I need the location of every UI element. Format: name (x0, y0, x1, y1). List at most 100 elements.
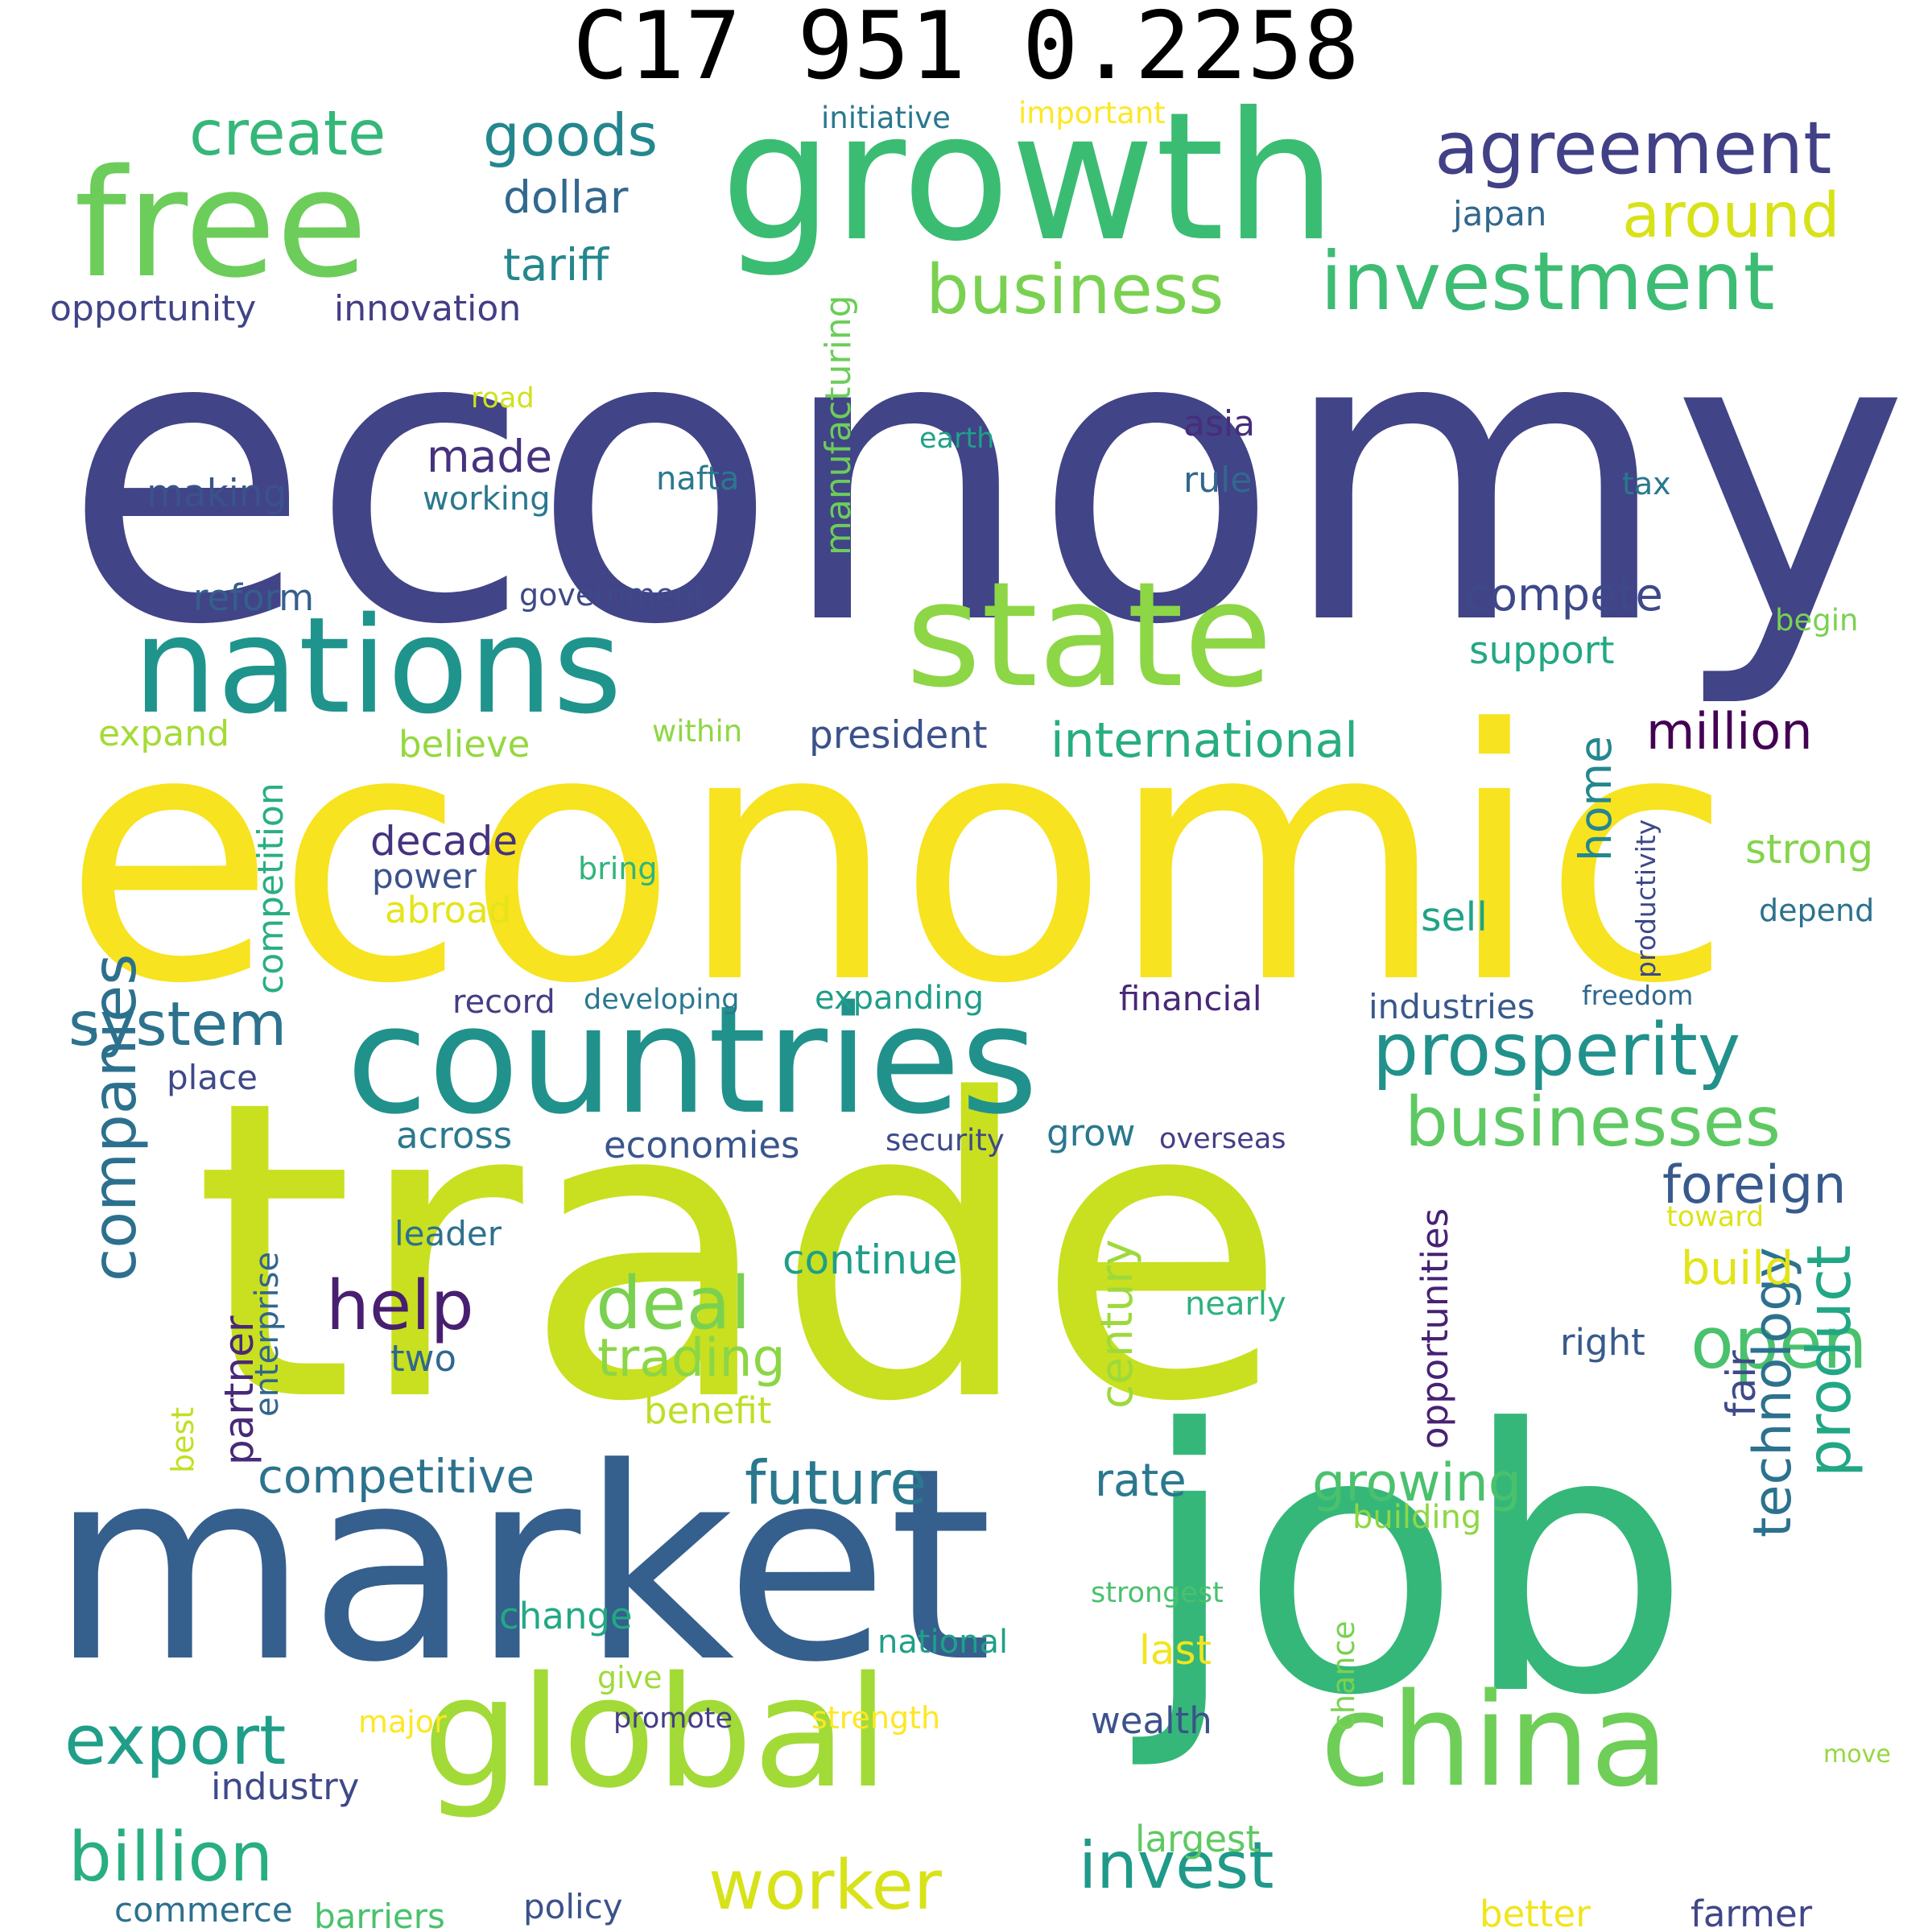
cloud-word: export (64, 1701, 287, 1781)
cloud-word: invest (1079, 1828, 1274, 1903)
cloud-word: believe (398, 723, 530, 766)
cloud-word: create (189, 98, 386, 170)
cloud-word: tax (1622, 466, 1671, 502)
cloud-word: industries (1368, 987, 1535, 1026)
cloud-word: freedom (1582, 980, 1694, 1011)
cloud-word: making (147, 472, 287, 516)
cloud-word: financial (1119, 979, 1262, 1018)
cloud-word: farmer (1690, 1893, 1813, 1932)
cloud-word: power (372, 857, 477, 896)
cloud-word: commerce (114, 1890, 293, 1930)
cloud-word: rule (1183, 460, 1253, 501)
cloud-word: two (390, 1337, 456, 1380)
cloud-word: compete (1465, 569, 1664, 621)
cloud-word: leader (394, 1214, 502, 1253)
cloud-word: economy (63, 244, 1910, 712)
cloud-word: future (745, 1447, 927, 1518)
cloud-word: place (167, 1058, 258, 1097)
cloud-word: benefit (644, 1389, 772, 1432)
cloud-word: job (1139, 1353, 1691, 1775)
cloud-word: goods (483, 101, 658, 169)
cloud-word: competitive (258, 1449, 535, 1504)
cloud-word: deal (596, 1261, 751, 1346)
cloud-word: across (396, 1114, 513, 1157)
cloud-word: security (886, 1123, 1005, 1158)
cloud-word: expanding (815, 980, 985, 1017)
cloud-word: million (1646, 702, 1813, 761)
cloud-word: government (519, 577, 706, 613)
cloud-word: fair (1718, 1350, 1765, 1417)
cloud-word: global (423, 1644, 890, 1822)
cloud-word: national (877, 1624, 1009, 1661)
cloud-word: trading (597, 1328, 786, 1389)
cloud-word: policy (523, 1887, 623, 1926)
cloud-word: developing (584, 984, 740, 1016)
cloud-word: depend (1759, 893, 1875, 928)
cloud-word: bring (578, 851, 658, 886)
cloud-word: business (926, 250, 1224, 330)
cloud-title: C17 951 0.2258 (572, 0, 1360, 101)
cloud-word: largest (1135, 1818, 1261, 1860)
cloud-word: foreign (1662, 1155, 1847, 1216)
cloud-word: prosperity (1373, 1008, 1741, 1092)
cloud-word: agreement (1435, 106, 1832, 191)
cloud-word: nations (133, 588, 622, 743)
cloud-word: productivity (1630, 819, 1662, 978)
cloud-word: opportunities (1414, 1208, 1456, 1449)
cloud-word: asia (1183, 403, 1256, 444)
cloud-word: state (906, 551, 1273, 720)
cloud-word: made (427, 431, 553, 482)
cloud-word: open (1690, 1302, 1868, 1385)
cloud-word: rate (1095, 1455, 1187, 1507)
cloud-word: sell (1421, 894, 1488, 940)
cloud-word: dollar (503, 171, 629, 223)
cloud-word: president (809, 713, 988, 758)
cloud-word: partner (216, 1315, 262, 1465)
cloud-word: growing (1312, 1453, 1521, 1513)
cloud-word: help (326, 1266, 474, 1346)
cloud-word: companies (79, 953, 150, 1282)
cloud-word: wealth (1091, 1699, 1212, 1742)
cloud-word: support (1469, 629, 1615, 673)
cloud-word: reform (193, 576, 315, 619)
cloud-word: strength (811, 1700, 941, 1736)
cloud-word: right (1560, 1321, 1645, 1364)
cloud-word: change (499, 1595, 633, 1637)
cloud-word: abroad (385, 889, 512, 931)
cloud-word: initiative (821, 101, 951, 135)
cloud-word: system (68, 989, 287, 1059)
cloud-word: worker (708, 1846, 942, 1926)
cloud-word: chance (1326, 1620, 1361, 1731)
cloud-word: opportunity (50, 288, 257, 329)
cloud-word: century (1091, 1239, 1142, 1409)
cloud-word: nearly (1185, 1286, 1286, 1323)
cloud-word: continue (782, 1236, 958, 1283)
cloud-word: investment (1320, 234, 1775, 328)
cloud-word: strong (1745, 826, 1874, 873)
cloud-word: japan (1453, 194, 1547, 233)
cloud-word: economic (63, 657, 1733, 1059)
cloud-word: product (1794, 1245, 1864, 1477)
cloud-word: around (1622, 180, 1840, 252)
cloud-word: better (1480, 1893, 1591, 1932)
cloud-word: road (471, 382, 535, 415)
cloud-word: international (1051, 712, 1358, 769)
cloud-word: billion (68, 1818, 274, 1897)
cloud-word: trade (193, 1014, 1288, 1492)
cloud-word: economies (604, 1124, 800, 1166)
cloud-word: barriers (314, 1897, 445, 1932)
cloud-word: give (597, 1660, 663, 1695)
cloud-word: working (423, 481, 551, 518)
cloud-word: growth (720, 74, 1337, 280)
cloud-word: grow (1046, 1112, 1136, 1154)
cloud-word: businesses (1405, 1083, 1781, 1162)
cloud-word: promote (613, 1703, 733, 1735)
cloud-word: building (1352, 1499, 1482, 1536)
cloud-word: market (50, 1411, 993, 1720)
cloud-word: strongest (1091, 1577, 1224, 1609)
cloud-word: major (358, 1704, 447, 1740)
cloud-word: last (1139, 1627, 1212, 1674)
cloud-word: countries (346, 973, 1038, 1147)
